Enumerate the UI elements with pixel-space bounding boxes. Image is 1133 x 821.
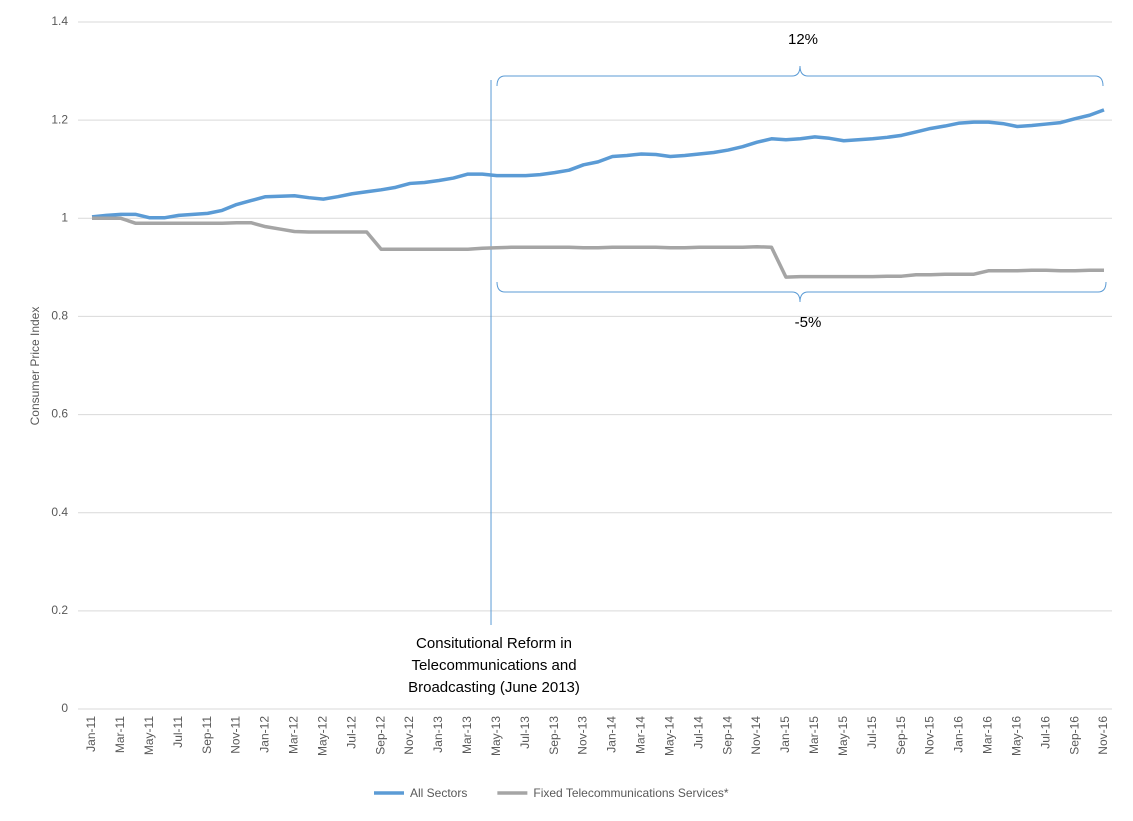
x-tick-label: Nov-13 <box>576 716 590 755</box>
x-tick-label: Sep-12 <box>373 716 387 755</box>
x-tick-label: Jul-15 <box>865 716 879 749</box>
brace <box>496 281 1107 303</box>
x-tick-label: Jan-14 <box>605 716 619 753</box>
x-tick-label: Jan-11 <box>84 716 98 752</box>
y-tick-label: 1.4 <box>51 14 68 28</box>
legend-label: Fixed Telecommunications Services* <box>533 786 729 800</box>
x-tick-label: Mar-11 <box>113 716 127 753</box>
x-tick-label: Nov-14 <box>749 716 763 755</box>
x-tick-label: Mar-13 <box>460 716 474 754</box>
x-tick-label: Mar-14 <box>634 716 648 754</box>
x-tick-label: May-12 <box>315 716 329 756</box>
x-tick-label: Nov-15 <box>923 716 937 755</box>
y-tick-label: 0 <box>61 701 68 715</box>
x-tick-label: May-16 <box>1009 716 1023 756</box>
annotation: -5% <box>795 314 822 331</box>
line-series <box>91 108 1105 220</box>
x-tick-label: Jul-14 <box>691 716 705 749</box>
x-tick-label: Nov-12 <box>402 716 416 755</box>
x-tick-label: Mar-12 <box>287 716 301 754</box>
x-tick-label: Mar-15 <box>807 716 821 754</box>
y-tick-label: 0.2 <box>51 603 68 617</box>
y-tick-label: 1.2 <box>51 112 68 126</box>
x-tick-label: Sep-11 <box>200 716 214 754</box>
x-tick-label: Jul-16 <box>1038 716 1052 749</box>
x-tick-label: Jul-12 <box>344 716 358 749</box>
x-tick-label: May-13 <box>489 716 503 756</box>
x-tick-label: Jul-11 <box>171 716 185 748</box>
y-tick-label: 0.4 <box>51 505 68 519</box>
y-tick-label: 0.6 <box>51 407 68 421</box>
annotation: Broadcasting (June 2013) <box>408 679 580 696</box>
y-axis-label: Consumer Price Index <box>28 307 42 426</box>
x-tick-label: Jan-13 <box>431 716 445 753</box>
brace <box>496 65 1104 87</box>
x-tick-label: May-15 <box>836 716 850 756</box>
annotation: Consitutional Reform in <box>416 635 572 652</box>
x-tick-label: Jan-15 <box>778 716 792 753</box>
y-tick-label: 1 <box>61 210 68 224</box>
y-tick-label: 0.8 <box>51 309 68 323</box>
x-tick-label: Jul-13 <box>518 716 532 749</box>
x-tick-label: Nov-11 <box>229 716 243 754</box>
x-tick-label: Sep-14 <box>720 716 734 755</box>
x-tick-label: Jan-16 <box>952 716 966 753</box>
legend-label: All Sectors <box>410 786 467 800</box>
x-tick-label: Sep-13 <box>547 716 561 755</box>
annotation: Telecommunications and <box>411 657 576 674</box>
annotation: 12% <box>788 31 818 48</box>
x-tick-label: Sep-16 <box>1067 716 1081 755</box>
x-tick-label: Mar-16 <box>981 716 995 754</box>
x-tick-label: Jan-12 <box>258 716 272 753</box>
line-series <box>92 216 1104 279</box>
x-tick-label: May-11 <box>142 716 156 755</box>
x-tick-label: Nov-16 <box>1096 716 1110 755</box>
x-tick-label: Sep-15 <box>894 716 908 755</box>
x-tick-label: May-14 <box>662 716 676 756</box>
